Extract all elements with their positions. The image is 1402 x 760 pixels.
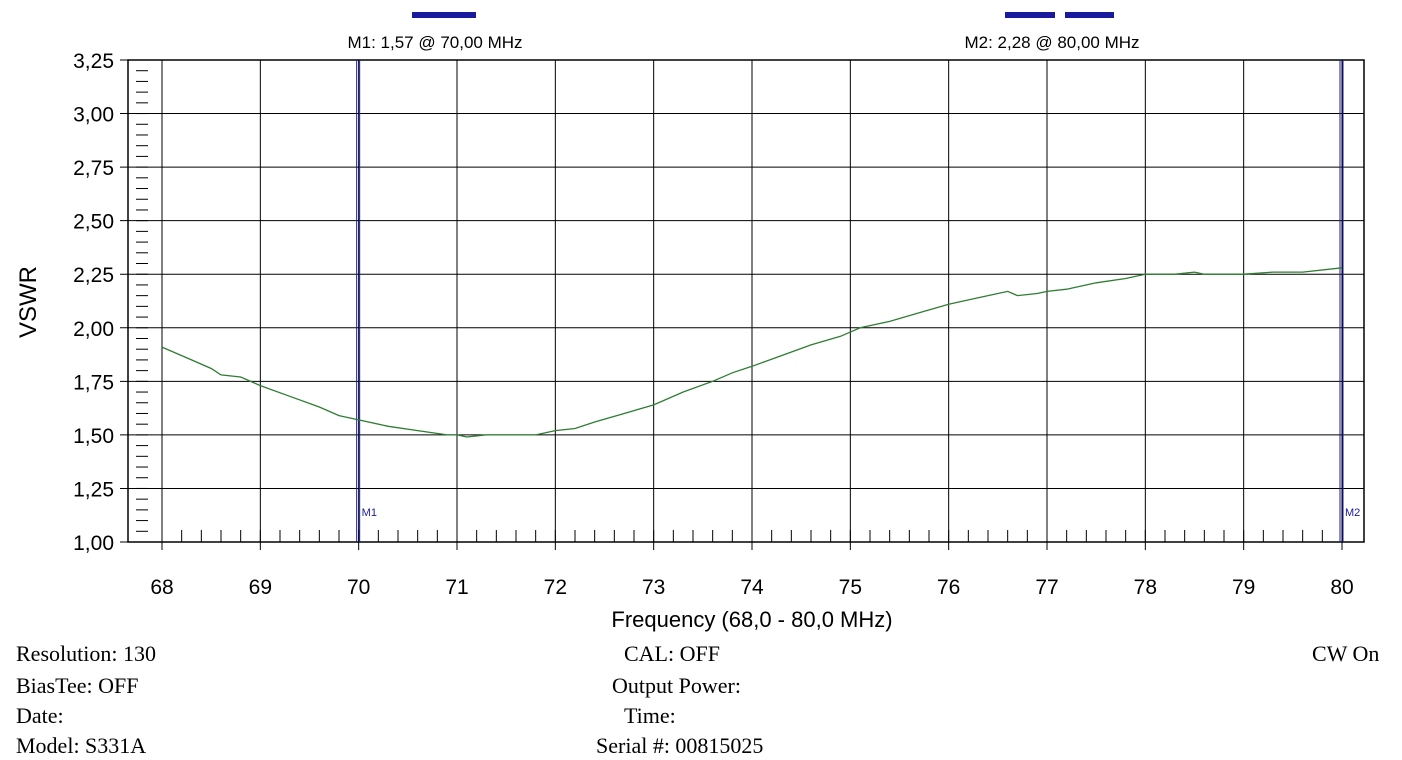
x-tick-label: 68: [150, 576, 173, 599]
date-text: Date:: [16, 703, 64, 728]
marker-tag-m2: M2: [1345, 507, 1360, 519]
biastee-text: BiasTee: OFF: [16, 673, 139, 698]
x-tick-label: 73: [642, 576, 665, 599]
x-tick-label: 76: [937, 576, 960, 599]
y-tick-label: 1,50: [73, 425, 114, 448]
x-axis-label: Frequency (68,0 - 80,0 MHz): [611, 607, 892, 632]
y-axis-label: VSWR: [15, 266, 42, 338]
marker-bar-m2: [1005, 12, 1055, 18]
y-tick-label: 2,75: [73, 157, 114, 180]
y-tick-label: 2,50: [73, 211, 114, 234]
serial-text: Serial #: 00815025: [596, 733, 764, 758]
x-tick-label: 70: [347, 576, 370, 599]
y-tick-label: 1,25: [73, 478, 114, 501]
x-tick-label: 78: [1134, 576, 1157, 599]
vswr-chart: 1,00 1,25 1,50 1,75 2,00 2,25 2,50 2,75 3,00 3,25…: [15, 12, 1365, 632]
time-text: Time:: [624, 703, 676, 728]
marker-label-m2: M2: 2,28 @ 80,00 MHz: [964, 33, 1139, 52]
model-text: Model: S331A: [16, 733, 147, 758]
x-tick-label: 77: [1035, 576, 1058, 599]
x-tick-label: 75: [839, 576, 862, 599]
grid-lines: [120, 59, 1364, 550]
y-tick-label: 1,75: [73, 371, 114, 394]
marker-layer: M1: 1,57 @ 70,00 MHz M1 M2: 2,28 @ 80,00 M…: [347, 12, 1360, 542]
x-tick-label: 72: [544, 576, 567, 599]
cw-text: CW On: [1312, 641, 1380, 666]
x-tick-label: 71: [445, 576, 468, 599]
vswr-trace: [161, 267, 1343, 438]
y-tick-label: 1,00: [73, 532, 114, 555]
marker-label-m1: M1: 1,57 @ 70,00 MHz: [347, 33, 522, 52]
y-tick-label: 2,25: [73, 264, 114, 287]
marker-bar-m2: [1065, 12, 1114, 18]
x-tick-label: 79: [1232, 576, 1255, 599]
cal-text: CAL: OFF: [624, 641, 720, 666]
y-tick-label: 3,00: [73, 104, 114, 127]
marker-bar-m1: [412, 12, 476, 18]
y-tick-label: 3,25: [73, 50, 114, 73]
x-tick-label: 80: [1330, 576, 1353, 599]
x-tick-labels: 68 69 70 71 72 73 74 75 76 77 78 79 80: [150, 576, 1353, 599]
plot-frame: [127, 59, 1365, 543]
minor-ticks: [136, 59, 1343, 543]
marker-tag-m1: M1: [362, 507, 377, 519]
output-power-text: Output Power:: [612, 673, 741, 698]
resolution-text: Resolution: 130: [16, 641, 156, 666]
y-tick-labels: 1,00 1,25 1,50 1,75 2,00 2,25 2,50 2,75 3,00 3,25: [73, 50, 114, 555]
x-tick-label: 74: [740, 576, 764, 599]
x-tick-label: 69: [249, 576, 272, 599]
y-tick-label: 2,00: [73, 318, 114, 341]
